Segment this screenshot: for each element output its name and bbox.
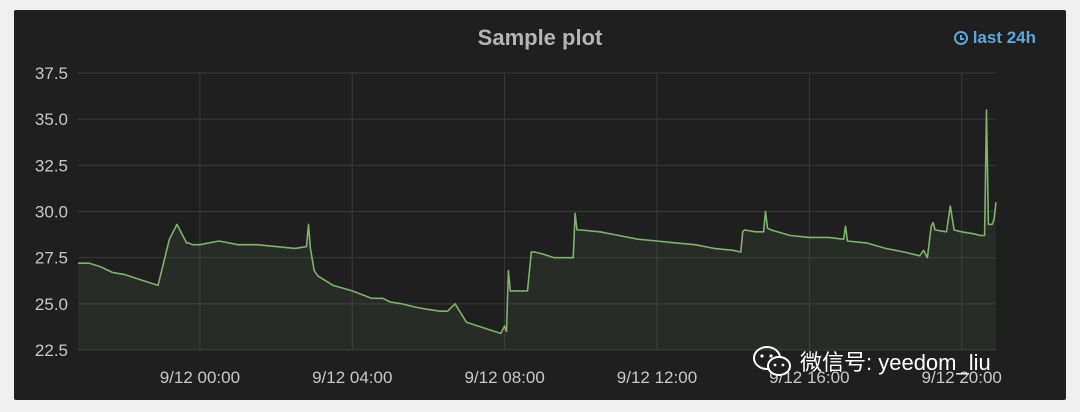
x-axis-ticks: 9/12 00:00 9/12 04:00 9/12 08:00 9/12 12:00… (160, 368, 1002, 387)
x-tick-label: 9/12 08:00 (464, 368, 544, 387)
x-tick-label: 9/12 20:00 (922, 368, 1002, 387)
time-range-label: last 24h (972, 28, 1036, 47)
y-tick-label: 30.0 (35, 203, 68, 222)
x-tick-label: 9/12 00:00 (160, 368, 240, 387)
grid-lines (78, 72, 996, 351)
y-tick-label: 35.0 (35, 110, 68, 129)
series-line-group (78, 109, 997, 335)
watermark: 微信号: yeedom_liu (752, 345, 991, 377)
y-tick-label: 32.5 (35, 156, 68, 175)
watermark-text: 微信号: yeedom_liu (800, 350, 991, 375)
series-fill (78, 109, 996, 351)
wechat-icon (753, 346, 791, 376)
time-range-indicator[interactable]: last 24h (953, 28, 1036, 48)
x-tick-label: 9/12 12:00 (617, 368, 697, 387)
y-tick-label: 22.5 (35, 341, 68, 360)
y-tick-label: 27.5 (35, 249, 68, 268)
series-area (78, 109, 996, 351)
y-tick-label: 37.5 (35, 64, 68, 83)
panel-title[interactable]: Sample plot (477, 25, 603, 50)
x-tick-label: 9/12 04:00 (312, 368, 392, 387)
clock-icon (953, 31, 968, 45)
y-tick-label: 25.0 (35, 295, 68, 314)
y-axis-ticks: 22.5 25.0 27.5 30.0 32.5 35.0 37.5 (35, 64, 68, 360)
graph-panel: Sample plot last 24h (14, 10, 1066, 400)
x-tick-label: 9/12 16:00 (769, 368, 849, 387)
series-line (78, 109, 997, 335)
